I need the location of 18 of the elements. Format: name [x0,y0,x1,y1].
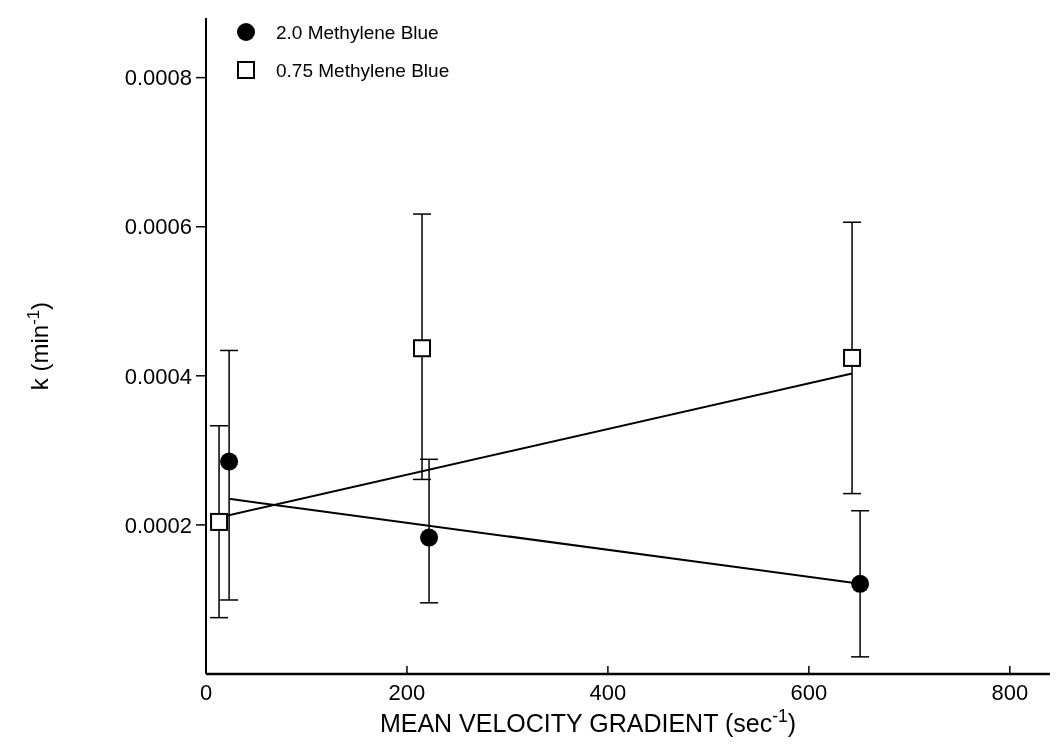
legend-label: 0.75 Methylene Blue [276,59,450,81]
point [220,452,239,471]
y-tick-label: 0.0008 [124,65,192,91]
x-tick-label: 0 [199,680,213,705]
point [420,528,439,547]
point [843,348,862,367]
y-tick-label: 0.0006 [124,214,192,240]
y-tick-label: 0.0004 [124,363,192,389]
x-tick-label: 800 [991,680,1029,705]
x-tick-label: 200 [388,680,426,705]
point [851,574,870,593]
x-tick-label: 600 [790,680,828,705]
point [210,512,229,531]
legend-label: 2.0 Methylene Blue [276,21,439,43]
x-tick-label: 400 [589,680,627,705]
point [413,339,432,358]
y-tick-label: 0.0002 [124,512,192,538]
x-axis-title: MEAN VELOCITY GRADIENT (sec$^{-1}$) [379,706,797,737]
